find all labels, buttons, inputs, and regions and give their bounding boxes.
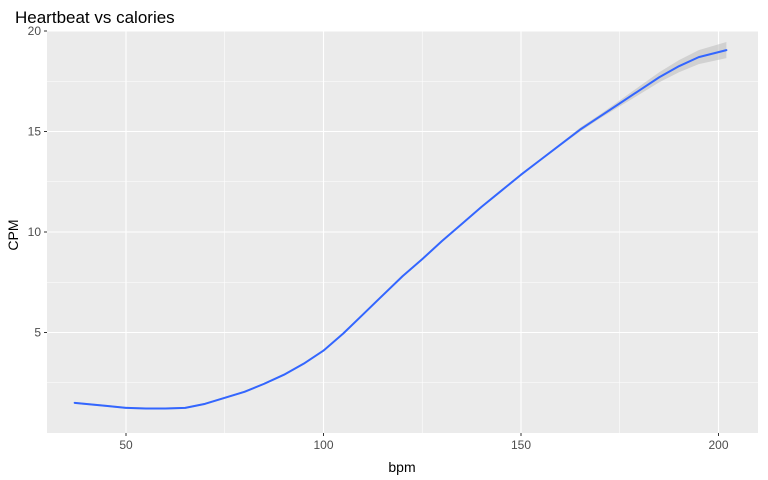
y-tick-label: 5: [34, 326, 41, 340]
confidence-ribbon: [74, 42, 727, 410]
y-axis-ticks: 5 10 15 20: [28, 24, 47, 340]
series-line-layer: [73, 49, 728, 410]
y-tick-label: 20: [28, 24, 42, 38]
x-tick-label: 50: [119, 438, 133, 452]
y-tick-label: 10: [28, 225, 42, 239]
x-tick-label: 150: [511, 438, 531, 452]
x-tick-label: 200: [708, 438, 728, 452]
y-axis-title: CPM: [5, 219, 21, 250]
x-axis-title: bpm: [388, 459, 415, 475]
series-line: [73, 49, 728, 410]
confidence-band: [74, 42, 727, 410]
y-tick-label: 15: [28, 125, 42, 139]
grid-lines: [47, 30, 758, 433]
x-tick-label: 100: [313, 438, 333, 452]
chart-title: Heartbeat vs calories: [15, 8, 175, 27]
x-axis-ticks: 50 100 150 200: [119, 433, 729, 452]
